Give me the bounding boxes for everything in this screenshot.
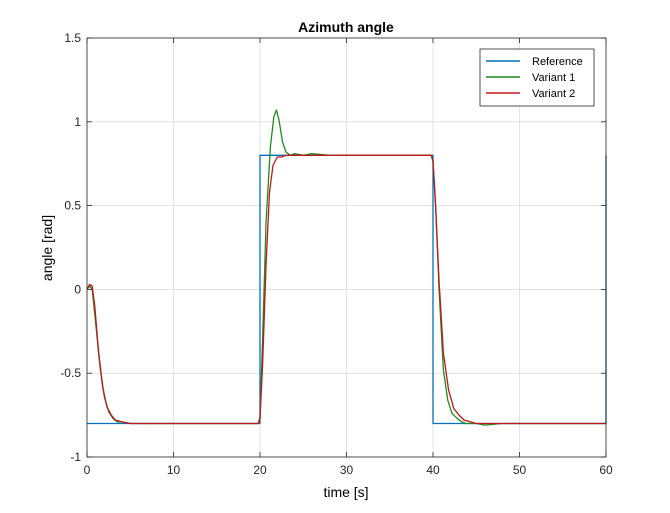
- chart-title: Azimuth angle: [298, 19, 394, 35]
- x-tick-label: 0: [84, 463, 91, 477]
- x-tick-label: 60: [599, 463, 613, 477]
- y-axis-label: angle [rad]: [39, 215, 55, 281]
- ticks: 0 10 20 30 40 50 60 -1 -0.5 0 0.5 1 1.5: [60, 31, 613, 477]
- y-tick-label: 1.5: [64, 31, 81, 45]
- x-tick-label: 10: [167, 463, 181, 477]
- legend-label: Reference: [532, 56, 583, 68]
- x-tick-label: 40: [426, 463, 440, 477]
- legend-label: Variant 2: [532, 88, 575, 100]
- x-tick-label: 50: [513, 463, 527, 477]
- series-line-variant-2: [86, 154, 606, 425]
- y-tick-label: 0: [74, 282, 81, 296]
- y-tick-label: 1: [74, 115, 81, 129]
- legend: Reference Variant 1 Variant 2: [479, 48, 595, 107]
- x-axis-label: time [s]: [323, 484, 368, 500]
- x-tick-label: 20: [253, 463, 267, 477]
- y-tick-label: -1: [70, 450, 81, 464]
- y-tick-label: -0.5: [60, 366, 81, 380]
- y-tick-label: 0.5: [64, 199, 81, 213]
- legend-label: Variant 1: [532, 72, 575, 84]
- x-tick-label: 30: [340, 463, 354, 477]
- series-line-variant-1: [86, 109, 606, 426]
